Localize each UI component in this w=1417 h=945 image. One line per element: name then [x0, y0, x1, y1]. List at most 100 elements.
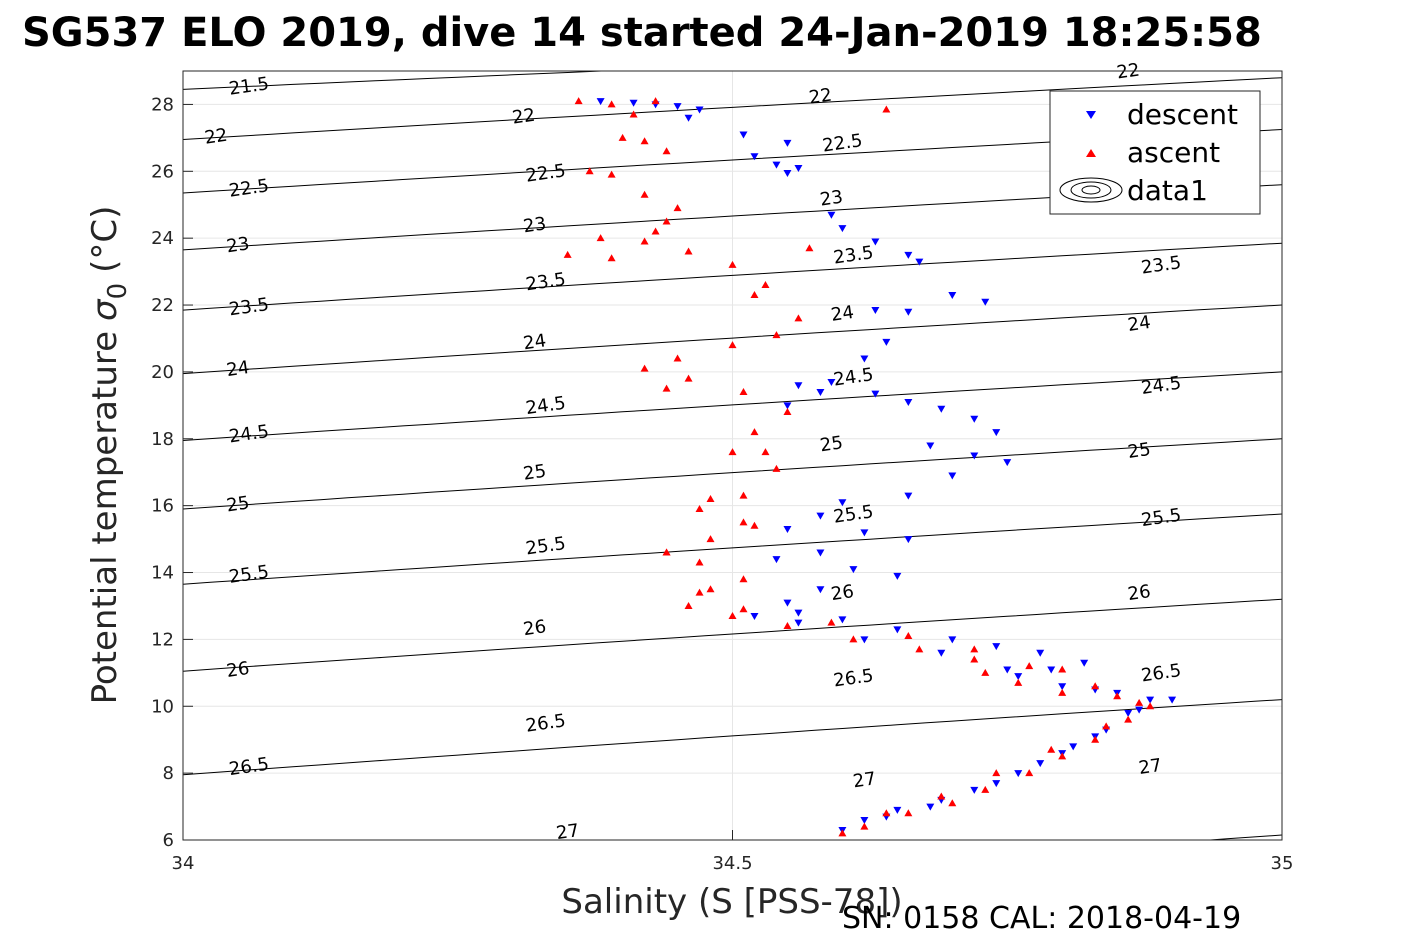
descent-point	[893, 806, 902, 814]
contour-label: 24	[225, 357, 251, 381]
descent-point	[783, 169, 792, 177]
ascent-point	[1146, 702, 1155, 710]
x-tick-label: 35	[1271, 853, 1294, 874]
ascent-point	[750, 428, 759, 436]
y-tick-label: 14	[151, 563, 174, 584]
ascent-point	[794, 314, 803, 322]
contour-label: 26	[1126, 581, 1152, 605]
ascent-point	[695, 558, 704, 566]
ascent-point	[662, 217, 671, 225]
contour-label: 26	[522, 616, 548, 640]
descent-point	[970, 452, 979, 460]
descent-point	[816, 512, 825, 520]
contour-label: 24	[830, 302, 856, 326]
y-tick-label: 18	[151, 429, 174, 450]
ascent-point	[1124, 715, 1133, 723]
ascent-point	[1135, 698, 1144, 706]
descent-point	[992, 643, 1001, 651]
descent-point	[860, 355, 869, 363]
descent-point	[871, 390, 880, 398]
data-points	[563, 97, 1177, 837]
y-axis-label: Potential temperature σ0 (°C)	[85, 206, 133, 705]
ascent-point	[607, 254, 616, 262]
svg-text:22: 22	[203, 125, 229, 149]
descent-point	[860, 816, 869, 824]
y-tick-label: 22	[151, 295, 174, 316]
contour-label: 24	[522, 330, 548, 354]
descent-point	[816, 549, 825, 557]
descent-point	[673, 103, 682, 111]
descent-point	[992, 780, 1001, 788]
contour-label: 25	[522, 461, 548, 485]
ascent-point	[695, 504, 704, 512]
ascent-point	[739, 605, 748, 613]
contour-label: 23	[819, 187, 845, 211]
descent-point	[904, 536, 913, 544]
ascent-point	[1091, 682, 1100, 690]
y-axis-label-subscript: 0	[103, 283, 133, 300]
ascent-point	[761, 448, 770, 456]
y-tick-label: 28	[151, 94, 174, 115]
ascent-point	[904, 809, 913, 817]
descent-point	[937, 649, 946, 657]
ascent-point	[563, 250, 572, 258]
y-tick-label: 12	[151, 629, 174, 650]
descent-point	[1124, 709, 1133, 717]
y-tick-label: 24	[151, 228, 174, 249]
ascent-point	[750, 291, 759, 299]
x-tick-label: 34	[172, 853, 195, 874]
svg-text:24: 24	[225, 357, 251, 381]
descent-point	[860, 529, 869, 537]
ascent-point	[827, 618, 836, 626]
descent-point	[926, 803, 935, 811]
ascent-point	[662, 548, 671, 556]
descent-point	[783, 402, 792, 410]
contour-line-25	[183, 438, 1282, 510]
ascent-point	[772, 464, 781, 472]
descent-point	[750, 612, 759, 620]
ascent-point	[618, 133, 627, 141]
descent-point	[871, 238, 880, 246]
svg-text:24: 24	[830, 302, 856, 326]
ascent-point	[838, 829, 847, 837]
descent-point	[596, 98, 605, 106]
ascent-point	[607, 100, 616, 108]
y-axis-label-text: Potential temperature	[85, 331, 125, 704]
descent-point	[783, 139, 792, 147]
ascent-point	[981, 668, 990, 676]
ascent-point	[673, 204, 682, 212]
contour-label: 26	[225, 658, 251, 682]
ascent-point	[629, 110, 638, 118]
ascent-point	[1058, 665, 1067, 673]
contour-label: 27	[555, 820, 581, 844]
svg-text:24: 24	[1126, 312, 1152, 336]
y-tick-label: 20	[151, 362, 174, 383]
descent-point	[1058, 683, 1067, 691]
descent-point	[1080, 659, 1089, 667]
legend-ascent-marker	[1086, 149, 1096, 157]
descent-point	[794, 609, 803, 617]
descent-point	[827, 378, 836, 386]
y-axis-label-symbol: σ	[85, 298, 125, 321]
ascent-point	[728, 448, 737, 456]
tick-labels: 34 34.5 35 6 8 10 12 14 16 18 20 22 24 26 28	[151, 94, 1293, 874]
contour-label: 25	[225, 492, 251, 516]
ascent-point	[607, 170, 616, 178]
descent-point	[893, 626, 902, 634]
contour-label: 25	[1126, 439, 1152, 463]
descent-point	[904, 308, 913, 316]
descent-point	[904, 251, 913, 259]
ascent-point	[596, 234, 605, 242]
ascent-point	[1047, 745, 1056, 753]
svg-text:24: 24	[522, 330, 548, 354]
descent-point	[970, 786, 979, 794]
ascent-point	[585, 167, 594, 175]
svg-text:27: 27	[852, 768, 878, 792]
descent-point	[970, 415, 979, 423]
contour-line-22	[183, 77, 1282, 140]
ascent-point	[662, 147, 671, 155]
ascent-point	[662, 384, 671, 392]
descent-point	[893, 572, 902, 580]
ascent-point	[728, 260, 737, 268]
